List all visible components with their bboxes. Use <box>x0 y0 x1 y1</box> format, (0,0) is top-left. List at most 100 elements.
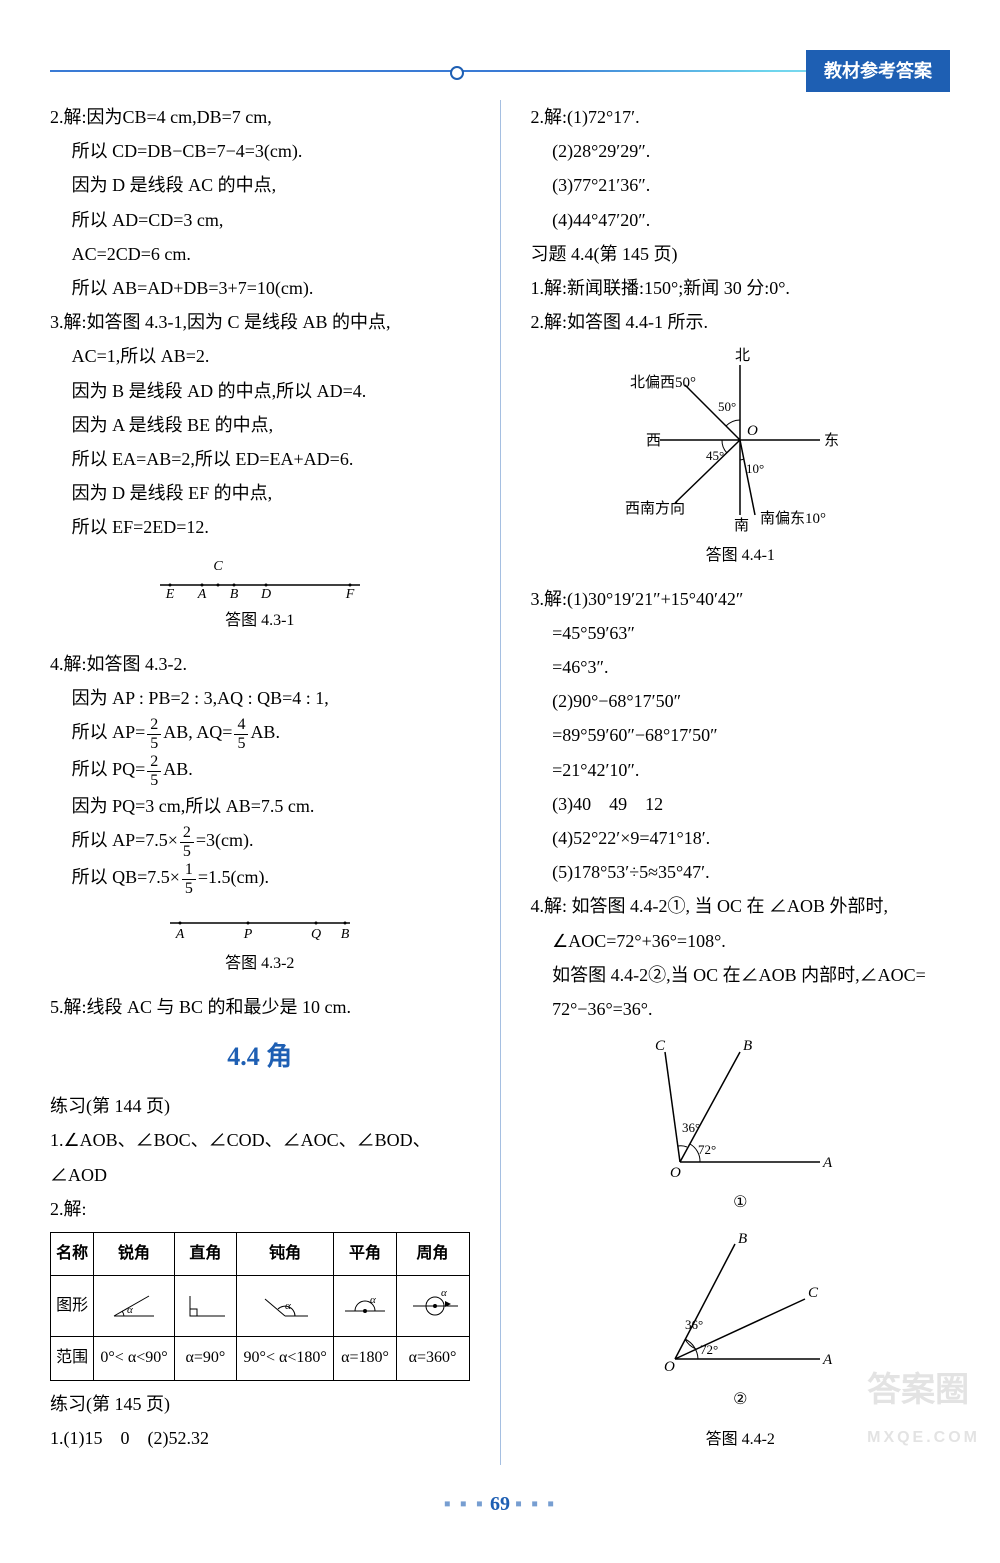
q4-line: 4.解:如答图 4.3-2. <box>50 647 470 681</box>
xiti-header: 习题 4.4(第 145 页) <box>531 237 951 271</box>
fig-caption: 答图 4.3-2 <box>50 949 470 979</box>
exercise-item: 1.(1)15 0 (2)52.32 <box>50 1421 470 1455</box>
svg-text:北: 北 <box>735 347 750 364</box>
header-tab: 教材参考答案 <box>806 50 950 92</box>
angle-straight-icon: α <box>334 1276 396 1337</box>
x1-line: 1.解:新闻联播:150°;新闻 30 分:0°. <box>531 271 951 305</box>
svg-text:36°: 36° <box>685 1317 703 1332</box>
svg-text:50°: 50° <box>718 399 736 414</box>
header: 教材参考答案 <box>50 30 950 90</box>
svg-text:B: B <box>738 1231 747 1247</box>
th: 平角 <box>334 1232 396 1275</box>
angle-obtuse-icon: α <box>237 1276 334 1337</box>
svg-text:α: α <box>441 1288 447 1299</box>
svg-text:A: A <box>174 927 184 942</box>
td: 范围 <box>51 1337 94 1380</box>
svg-text:C: C <box>213 559 223 574</box>
q3-line: AC=1,所以 AB=2. <box>50 339 470 373</box>
r3-line: (4)52°22′×9=471°18′. <box>531 821 951 855</box>
r2-line: (2)28°29′29″. <box>531 134 951 168</box>
fig-sub-caption: ① <box>531 1188 951 1218</box>
q2-line: 所以 AD=CD=3 cm, <box>50 203 470 237</box>
svg-text:O: O <box>747 423 758 439</box>
th: 钝角 <box>237 1232 334 1275</box>
r3-line: =45°59′63″ <box>531 616 951 650</box>
r3-line: =46°3″. <box>531 650 951 684</box>
svg-text:北偏西50°: 北偏西50° <box>630 374 696 391</box>
exercise-item: 2.解: <box>50 1192 470 1226</box>
fig-caption: 答图 4.3-1 <box>50 606 470 636</box>
td: 0°< α<90° <box>94 1337 174 1380</box>
td: α=180° <box>334 1337 396 1380</box>
svg-text:西南方向: 西南方向 <box>625 500 685 517</box>
svg-text:O: O <box>670 1165 681 1181</box>
r4-line: 如答图 4.4-2②,当 OC 在∠AOB 内部时,∠AOC= <box>531 958 951 992</box>
column-divider <box>500 100 501 1465</box>
svg-text:西: 西 <box>646 433 661 449</box>
r2-line: (3)77°21′36″. <box>531 168 951 202</box>
angle-acute-icon: α <box>94 1276 174 1337</box>
svg-text:A: A <box>196 587 206 600</box>
footer-dots-icon: ▪ ▪ ▪ <box>444 1493 485 1515</box>
svg-text:B: B <box>229 587 238 600</box>
exercise-header: 练习(第 145 页) <box>50 1387 470 1421</box>
svg-text:Q: Q <box>311 927 321 942</box>
td: 90°< α<180° <box>237 1337 334 1380</box>
q4-line: 因为 AP : PB=2 : 3,AQ : QB=4 : 1, <box>50 681 470 715</box>
td: α=90° <box>174 1337 236 1380</box>
q3-line: 因为 B 是线段 AD 的中点,所以 AD=4. <box>50 374 470 408</box>
q3-line: 3.解:如答图 4.3-1,因为 C 是线段 AB 的中点, <box>50 305 470 339</box>
svg-text:α: α <box>370 1294 376 1306</box>
fig-caption: 答图 4.4-1 <box>531 541 951 571</box>
r3-line: =89°59′60″−68°17′50″ <box>531 718 951 752</box>
r3-line: (2)90°−68°17′50″ <box>531 684 951 718</box>
q4-line: 所以 QB=7.5×15=1.5(cm). <box>50 860 470 897</box>
page-number: 69 <box>490 1493 510 1515</box>
svg-text:南: 南 <box>734 517 749 534</box>
q2-line: 所以 CD=DB−CB=7−4=3(cm). <box>50 134 470 168</box>
svg-text:B: B <box>340 927 349 942</box>
svg-text:α: α <box>285 1300 291 1312</box>
angle-full-icon: α <box>396 1276 469 1337</box>
svg-text:α: α <box>127 1304 133 1316</box>
q5-line: 5.解:线段 AC 与 BC 的和最少是 10 cm. <box>50 990 470 1024</box>
r3-line: (3)40 49 12 <box>531 787 951 821</box>
angle-right-icon <box>174 1276 236 1337</box>
exercise-item: 1.∠AOB、∠BOC、∠COD、∠AOC、∠BOD、∠AOD <box>50 1123 470 1191</box>
svg-text:B: B <box>743 1038 752 1054</box>
watermark: 答案圈 MXQE.COM <box>867 1358 980 1453</box>
section-title: 4.4 角 <box>50 1032 470 1081</box>
q2-line: 所以 AB=AD+DB=3+7=10(cm). <box>50 271 470 305</box>
th: 周角 <box>396 1232 469 1275</box>
footer-dots-icon: ▪ ▪ ▪ <box>515 1493 556 1515</box>
header-dot <box>450 66 464 80</box>
exercise-header: 练习(第 144 页) <box>50 1089 470 1123</box>
th: 锐角 <box>94 1232 174 1275</box>
fig-4-3-1: E A B D F C <box>140 550 380 600</box>
svg-text:72°: 72° <box>698 1142 716 1157</box>
right-column: 2.解:(1)72°17′. (2)28°29′29″. (3)77°21′36… <box>531 100 951 1465</box>
left-column: 2.解:因为CB=4 cm,DB=7 cm, 所以 CD=DB−CB=7−4=3… <box>50 100 470 1465</box>
fig-compass: 北 东 西 南 O 北偏西50° 西南方向 南偏东10° 50° 45° 10° <box>610 345 870 535</box>
svg-text:36°: 36° <box>682 1120 700 1135</box>
q4-line: 所以 PQ=25AB. <box>50 752 470 789</box>
r2-line: 2.解:(1)72°17′. <box>531 100 951 134</box>
q4-line: 因为 PQ=3 cm,所以 AB=7.5 cm. <box>50 789 470 823</box>
svg-text:10°: 10° <box>746 461 764 476</box>
q2-line: 2.解:因为CB=4 cm,DB=7 cm, <box>50 100 470 134</box>
svg-text:东: 东 <box>824 432 839 449</box>
svg-text:南偏东10°: 南偏东10° <box>760 510 826 527</box>
svg-text:D: D <box>260 587 271 600</box>
th: 名称 <box>51 1232 94 1275</box>
q4-line: 所以 AP=7.5×25=3(cm). <box>50 823 470 860</box>
svg-text:72°: 72° <box>700 1342 718 1357</box>
svg-text:E: E <box>164 587 174 600</box>
q4-line: 所以 AP=25AB, AQ=45AB. <box>50 715 470 752</box>
q2-line: 因为 D 是线段 AC 的中点, <box>50 168 470 202</box>
svg-text:A: A <box>822 1352 833 1368</box>
r4-line: ∠AOC=72°+36°=108°. <box>531 924 951 958</box>
q3-line: 所以 EF=2ED=12. <box>50 510 470 544</box>
r4-line: 4.解: 如答图 4.4-2①, 当 OC 在 ∠AOB 外部时, <box>531 889 951 923</box>
fig-4-4-2b: O A B C 72° 36° <box>640 1229 840 1379</box>
r4-line: 72°−36°=36°. <box>531 992 951 1026</box>
